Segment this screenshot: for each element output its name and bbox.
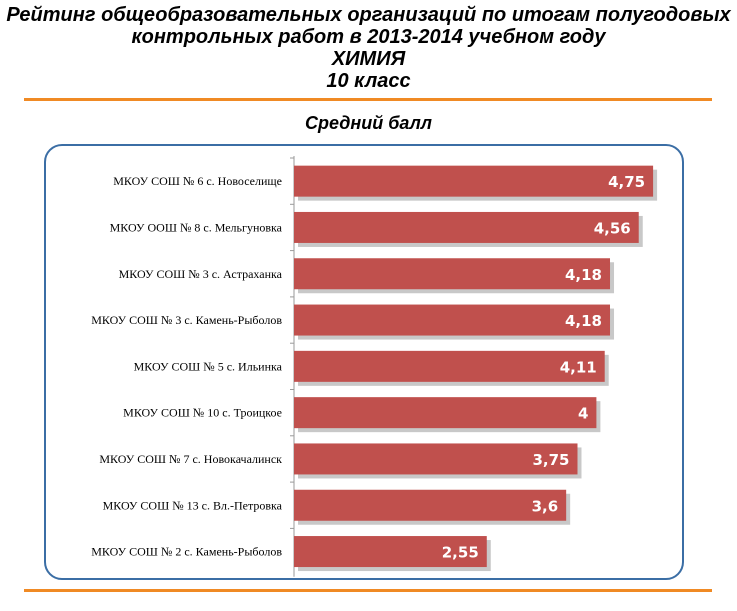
bar	[294, 258, 611, 290]
grade-title: 10 класс	[326, 70, 411, 92]
category-label: МКОУ СОШ № 13 с. Вл.-Петровка	[103, 498, 283, 512]
bar	[294, 165, 654, 197]
bar	[294, 397, 597, 429]
bar-value-label: 4,11	[560, 358, 597, 376]
subject-title: ХИМИЯ	[331, 48, 406, 70]
page-header: Рейтинг общеобразовательных организаций …	[0, 4, 737, 92]
top-divider	[24, 98, 712, 101]
category-label: МКОУ СОШ № 6 с. Новоселище	[113, 174, 282, 188]
bar	[294, 350, 605, 382]
bar	[294, 211, 639, 243]
bar-value-label: 3,6	[532, 497, 559, 515]
bar-value-label: 4	[578, 405, 588, 423]
category-label: МКОУ СОШ № 5 с. Ильинка	[134, 359, 283, 373]
category-label: МКОУ СОШ № 10 с. Троицкое	[123, 406, 282, 420]
bar-value-label: 4,56	[594, 219, 631, 237]
bar	[294, 489, 567, 521]
bottom-divider	[24, 589, 712, 592]
chart-title: Средний балл	[305, 113, 432, 133]
category-label: МКОУ СОШ № 3 с. Астраханка	[119, 267, 283, 281]
bar	[294, 304, 611, 336]
bar-value-label: 3,75	[532, 451, 569, 469]
bar-value-label: 4,75	[608, 173, 645, 191]
page-title-line-1: Рейтинг общеобразовательных организаций …	[6, 4, 731, 26]
bar-value-label: 4,18	[565, 266, 602, 284]
category-label: МКОУ СОШ № 2 с. Камень-Рыболов	[91, 545, 282, 559]
bar-value-label: 2,55	[442, 544, 479, 562]
category-label: МКОУ СОШ № 3 с. Камень-Рыболов	[91, 313, 282, 327]
category-label: МКОУ СОШ № 7 с. Новокачалинск	[99, 452, 282, 466]
bar-value-label: 4,18	[565, 312, 602, 330]
page-title-line-2: контрольных работ в 2013-2014 учебном го…	[131, 26, 606, 48]
bar	[294, 536, 487, 568]
bar	[294, 443, 578, 475]
category-label: МКОУ ООШ № 8 с. Мельгуновка	[110, 220, 283, 234]
